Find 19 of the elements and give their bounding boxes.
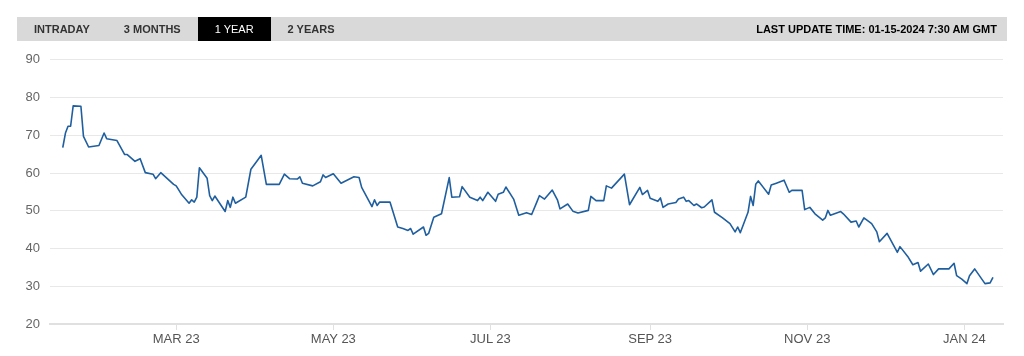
x-tick-label: JAN 24 (943, 331, 986, 347)
y-tick-label: 80 (25, 89, 40, 105)
y-tick-label: 50 (25, 202, 40, 218)
y-tick-label: 60 (25, 164, 40, 180)
text: LAST UPDATE TIME: 01-15-2024 7:30 AM GMT (756, 23, 998, 35)
y-tick-label: 70 (25, 126, 40, 142)
x-tick-label: MAY 23 (310, 331, 356, 347)
text: INTRADAY (33, 22, 91, 37)
x-tick-label: NOV 23 (784, 331, 831, 347)
y-tick-label: 20 (25, 315, 40, 331)
x-tick-label: MAR 23 (152, 331, 200, 347)
y-tick-label: 40 (25, 240, 40, 256)
y-tick-label: 90 (25, 51, 40, 67)
text: 3 MONTHS (122, 22, 182, 37)
text: 1 YEAR (197, 17, 271, 41)
x-tick-label: JUL 23 (470, 331, 511, 347)
y-tick-label: 30 (25, 277, 40, 293)
text: 2 YEARS (286, 22, 336, 37)
x-tick-label: SEP 23 (628, 331, 673, 347)
